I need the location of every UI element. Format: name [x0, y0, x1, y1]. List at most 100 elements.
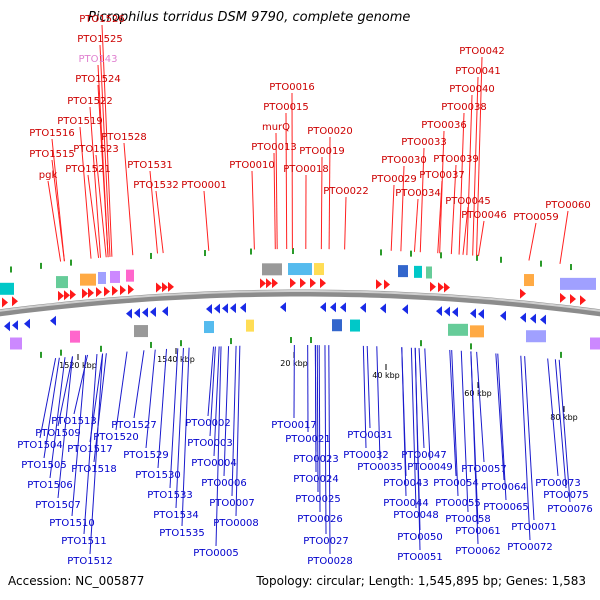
forward-gene-arrow: [320, 278, 326, 289]
rna-mark: [100, 345, 102, 352]
genome-title: Picrophilus torridus DSM 9790, complete …: [88, 10, 411, 25]
rna-mark: [40, 351, 42, 358]
label-leader-forward: [273, 152, 276, 250]
gene-label-forward: PTO1526: [79, 14, 124, 25]
gene-label-reverse: PTO0048: [393, 510, 438, 521]
label-leader-reverse: [181, 347, 190, 527]
rna-mark: [204, 250, 206, 257]
gene-label-forward: PTO0022: [323, 186, 368, 197]
gene-label-reverse: PTO1510: [49, 518, 94, 529]
gene-label-reverse: PTO0051: [397, 552, 442, 563]
gene-label-forward: PTO0020: [307, 126, 352, 137]
gene-label-reverse: PTO0071: [511, 522, 556, 533]
gene-label-forward: PTO0046: [461, 210, 506, 221]
gene-label-reverse: PTO0064: [481, 482, 526, 493]
gene-label-reverse: PTO1530: [135, 470, 180, 481]
gene-label-reverse: PTO0049: [407, 462, 452, 473]
forward-gene-arrow: [438, 282, 444, 293]
label-leader-forward: [462, 206, 469, 255]
label-leader-forward: [528, 222, 537, 261]
reverse-gene-arrow: [126, 308, 132, 319]
label-leader-forward: [99, 44, 111, 257]
forward-gene-arrow: [156, 282, 162, 293]
label-leader-reverse: [223, 346, 230, 477]
label-leader-reverse: [43, 357, 60, 459]
forward-gene-arrow: [104, 286, 110, 297]
cog-block-reverse: [10, 337, 22, 350]
label-leader-reverse: [215, 346, 222, 547]
gene-label-reverse: PTO1520: [93, 432, 138, 443]
label-leader-forward: [458, 112, 465, 255]
label-leader-forward: [251, 170, 255, 250]
label-leader-forward: [87, 174, 100, 258]
label-leader-forward: [101, 24, 113, 257]
label-leader-forward: [203, 190, 210, 251]
label-leader-forward: [413, 198, 419, 252]
label-leader-reverse: [314, 345, 317, 473]
forward-gene-arrow: [290, 278, 296, 289]
reverse-gene-arrow: [470, 308, 476, 319]
rna-mark: [560, 351, 562, 358]
label-leader-reverse: [39, 358, 57, 439]
gene-label-forward: PTO0001: [181, 180, 226, 191]
gene-label-forward: PTO0034: [395, 188, 440, 199]
forward-gene-arrow: [70, 289, 76, 300]
forward-gene-arrow: [162, 282, 168, 293]
rna-mark: [540, 260, 542, 267]
label-leader-forward: [477, 220, 485, 257]
gene-label-reverse: PTO0047: [401, 450, 446, 461]
rna-mark: [570, 264, 572, 271]
reverse-gene-arrow: [280, 302, 286, 313]
gene-label-forward: PTO1515: [29, 149, 74, 160]
reverse-gene-arrow: [452, 307, 458, 318]
label-leader-reverse: [376, 346, 381, 461]
forward-gene-arrow: [82, 288, 88, 299]
label-leader-reverse: [57, 356, 74, 427]
forward-gene-arrow: [96, 287, 102, 298]
gene-label-forward: PTO1532: [133, 180, 178, 191]
gene-label-forward: PTO1519: [57, 116, 102, 127]
gene-label-reverse: PTO0004: [191, 458, 236, 469]
label-leader-reverse: [231, 345, 237, 497]
forward-gene-arrow: [64, 290, 70, 301]
gene-label-forward: PTO0041: [455, 66, 500, 77]
gene-label-forward: PTO0029: [371, 174, 416, 185]
forward-gene-arrow: [58, 290, 64, 301]
cog-block-forward: [56, 276, 68, 289]
reverse-gene-arrow: [50, 315, 56, 326]
rna-mark: [410, 250, 412, 257]
gene-label-forward: PTO0037: [419, 170, 464, 181]
cog-block-forward: [126, 269, 134, 282]
label-leader-reverse: [316, 345, 319, 493]
gene-label-reverse: PTO1513: [51, 416, 96, 427]
label-leader-reverse: [209, 346, 216, 437]
label-leader-reverse: [449, 349, 457, 477]
reverse-gene-arrow: [380, 303, 386, 314]
gene-label-reverse: PTO0008: [213, 518, 258, 529]
gene-label-forward: PTO0042: [459, 46, 504, 57]
label-leader-forward: [466, 94, 473, 256]
cog-block-forward: [314, 263, 324, 276]
reverse-gene-arrow: [540, 314, 546, 325]
label-leader-reverse: [175, 347, 184, 509]
gene-label-reverse: PTO1507: [35, 500, 80, 511]
reverse-gene-arrow: [4, 321, 10, 332]
scale-label: 40 kbp: [372, 371, 400, 380]
gene-label-reverse: PTO0003: [187, 438, 232, 449]
gene-label-forward: PTO1522: [67, 96, 112, 107]
rna-mark: [230, 338, 232, 345]
forward-gene-arrow: [520, 288, 526, 299]
gene-label-reverse: PTO1529: [123, 450, 168, 461]
reverse-gene-arrow: [520, 312, 526, 323]
label-leader-reverse: [93, 353, 107, 463]
forward-gene-arrow: [168, 281, 174, 292]
cog-block-forward: [288, 263, 312, 276]
reverse-gene-arrow: [402, 304, 408, 315]
rna-mark: [310, 337, 312, 344]
gene-label-forward: PTO1516: [29, 128, 74, 139]
label-leader-reverse: [57, 356, 74, 499]
gene-label-reverse: PTO0072: [507, 542, 552, 553]
label-leader-reverse: [235, 345, 241, 517]
cog-block-reverse: [526, 330, 546, 343]
